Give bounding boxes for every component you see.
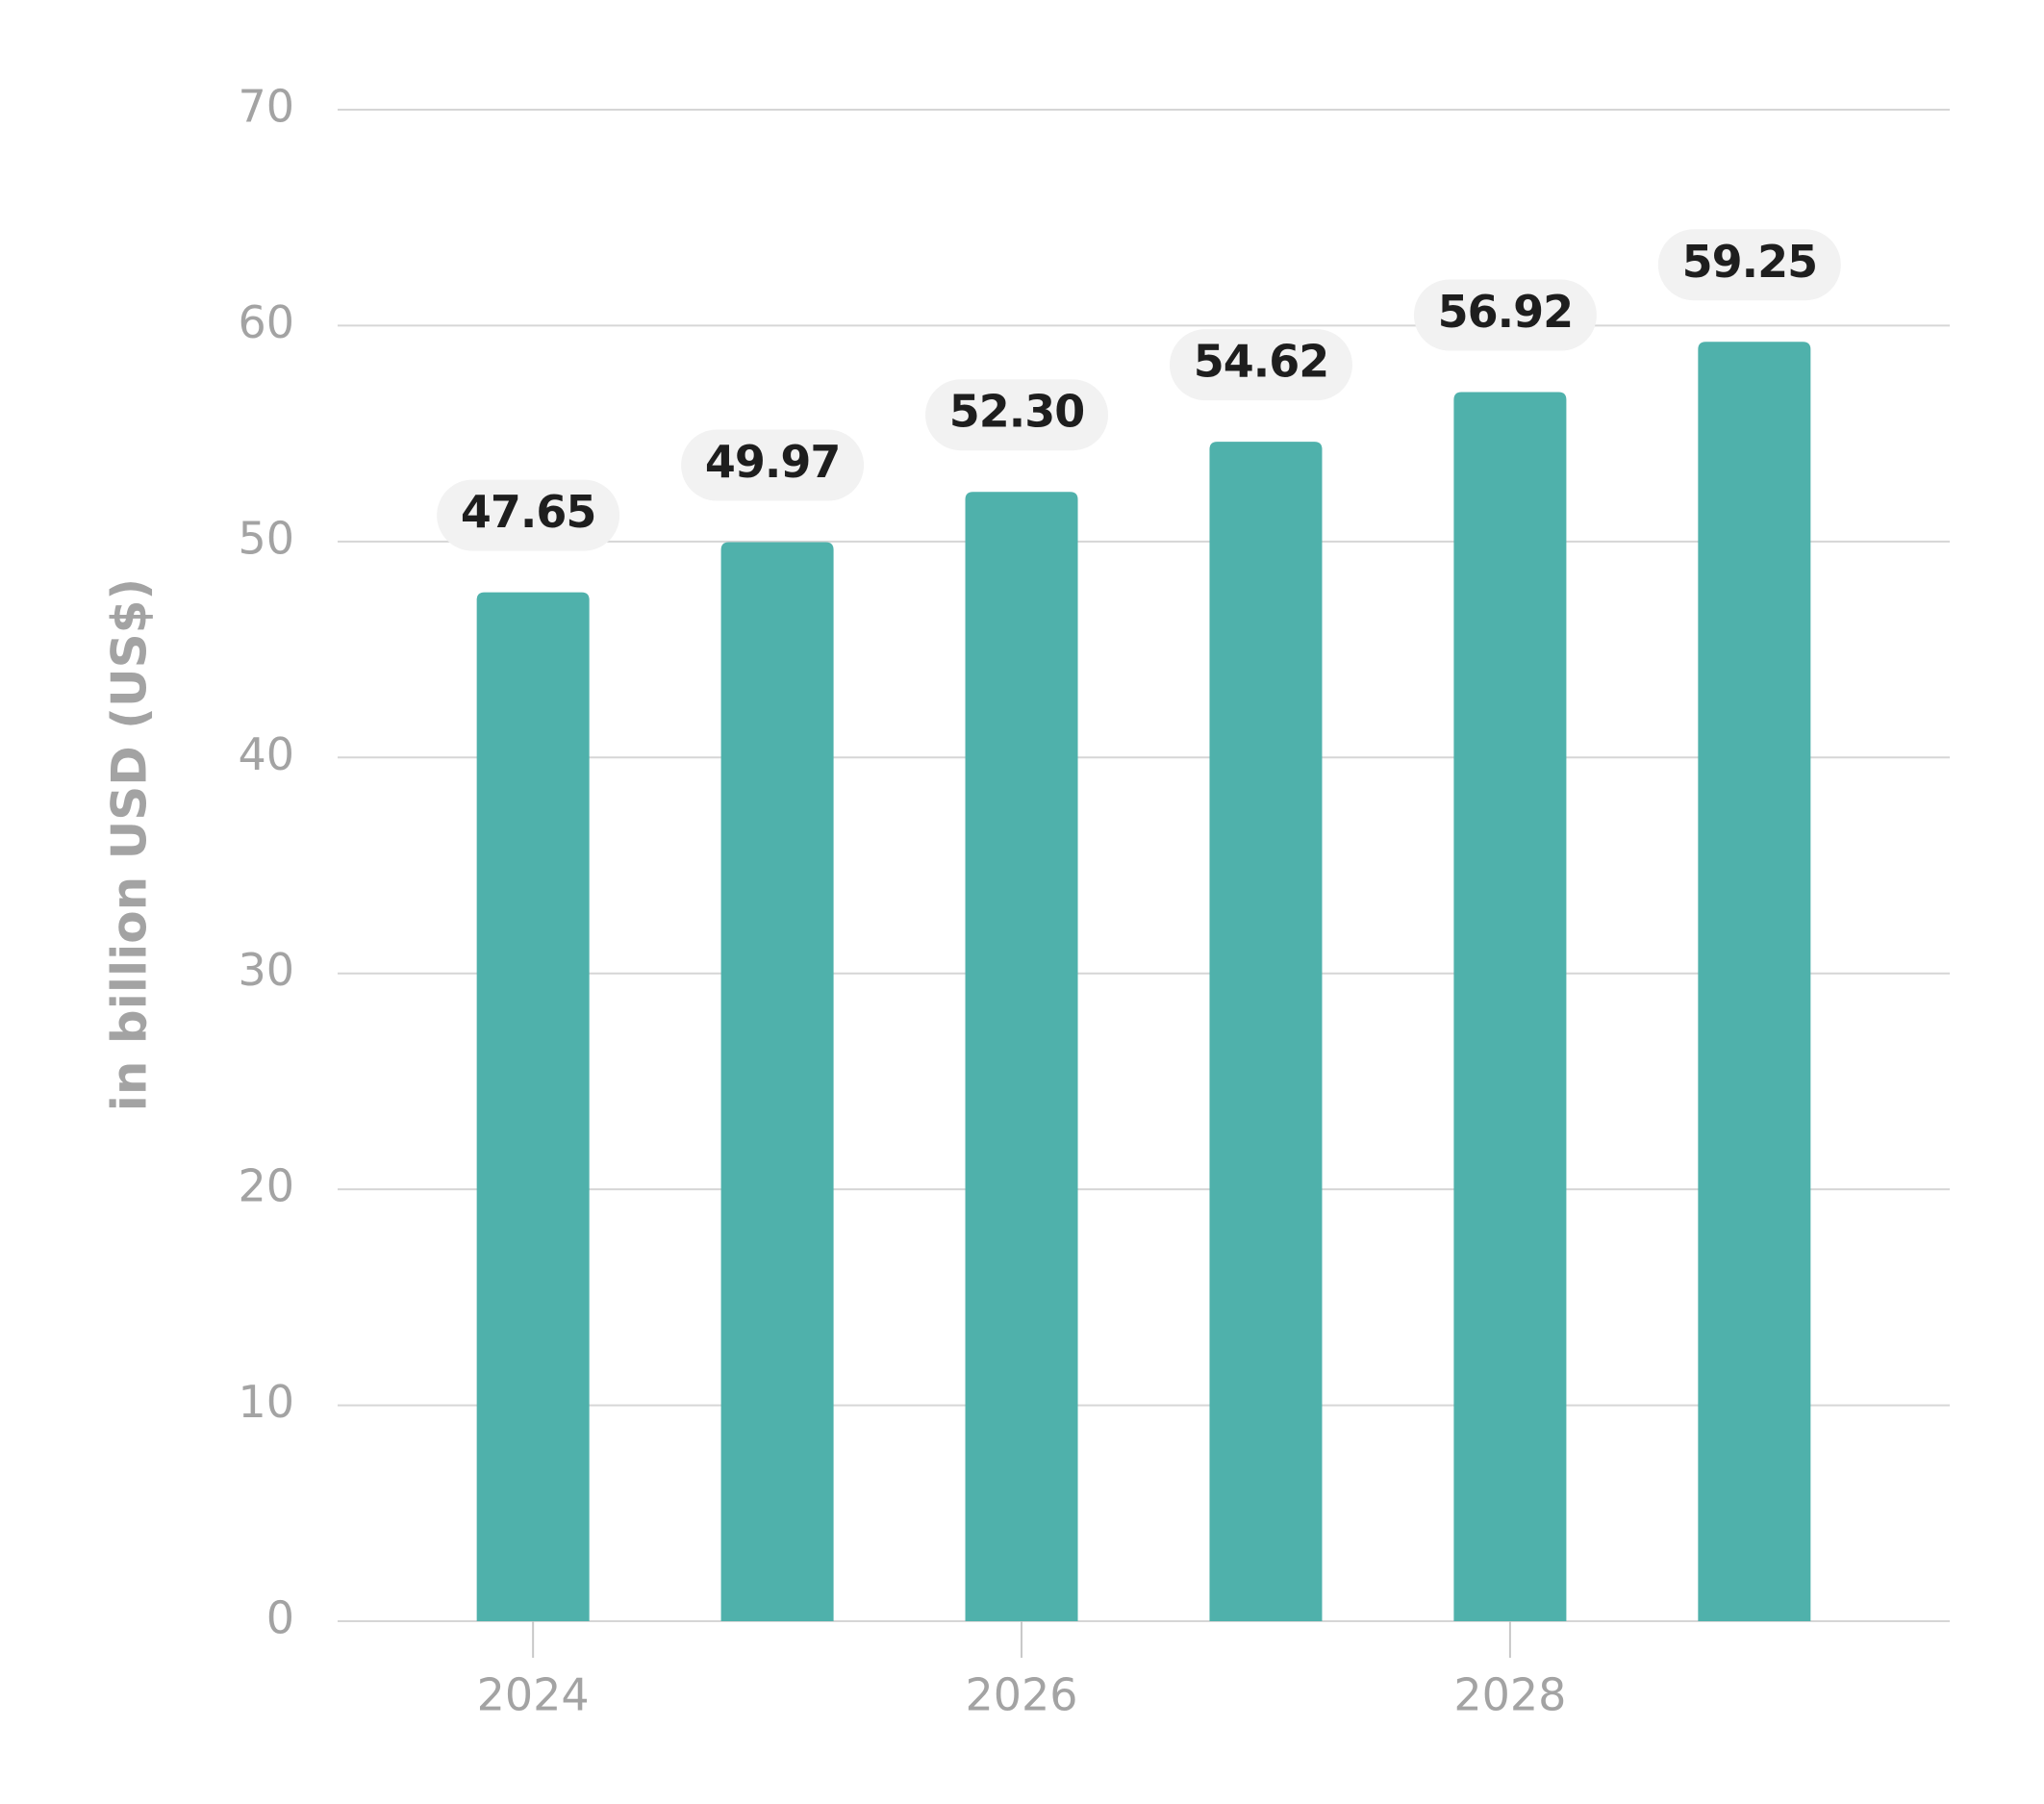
value-label-bg [1657,229,1841,301]
value-label-bg [1169,329,1352,401]
value-label: 56.92 [1438,286,1574,338]
bar [1453,392,1567,1621]
bar [476,592,590,1621]
value-label: 54.62 [1194,336,1329,388]
value-label-bg [681,429,865,501]
value-label-bg [925,379,1109,451]
y-tick-label: 70 [238,81,294,133]
y-tick-label: 50 [238,512,294,564]
y-tick-label: 30 [238,944,294,996]
value-label-bg [437,479,620,551]
x-tick-label: 2028 [1453,1669,1566,1721]
bar [1698,342,1811,1621]
x-tick-label: 2026 [965,1669,1077,1721]
y-tick-label: 60 [238,296,294,348]
value-label-bg [1413,279,1597,351]
bar [965,492,1078,1622]
x-tick-label: 2024 [477,1669,590,1721]
value-label: 47.65 [461,486,596,538]
y-tick-label: 10 [238,1376,294,1428]
value-label: 52.30 [949,386,1085,438]
bar [1209,442,1323,1621]
value-label: 59.25 [1682,236,1818,288]
y-tick-label: 0 [266,1592,294,1644]
value-label: 49.97 [705,436,841,488]
y-axis-title: in billion USD (US$) [102,578,158,1111]
y-tick-label: 20 [238,1160,294,1212]
bar [720,542,834,1621]
y-tick-label: 40 [238,728,294,780]
